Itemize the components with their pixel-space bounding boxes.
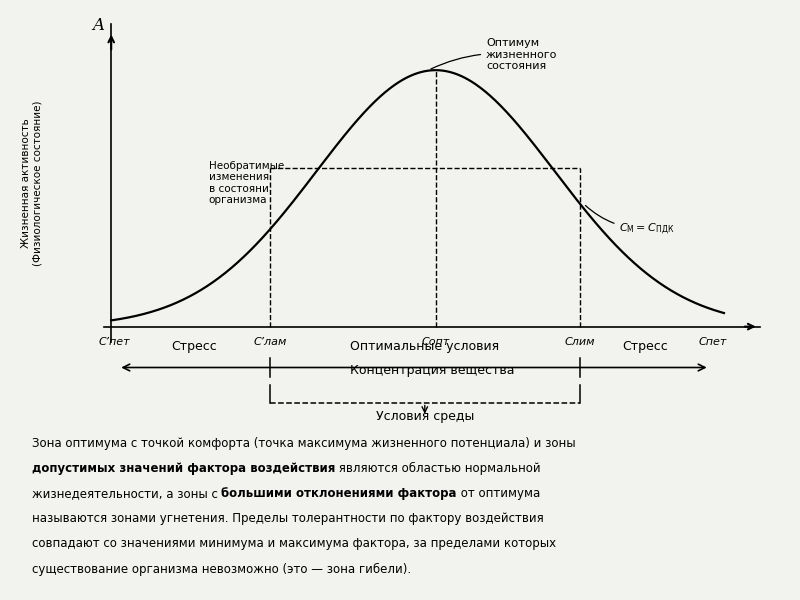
Text: являются областью нормальной: являются областью нормальной [335,462,541,475]
Text: Cлим: Cлим [565,337,595,347]
Text: A: A [92,17,104,34]
Text: Оптимальные условия: Оптимальные условия [350,340,499,353]
Text: Стресс: Стресс [171,340,217,353]
Text: существование организма невозможно (это — зона гибели).: существование организма невозможно (это … [31,562,410,575]
Text: совпадают со значениями минимума и максимума фактора, за пределами которых: совпадают со значениями минимума и макси… [31,538,556,550]
Text: C’лам: C’лам [253,337,286,347]
Text: Стресс: Стресс [622,340,667,353]
Text: Концентрация вещества: Концентрация вещества [350,364,514,377]
Text: Cопт: Cопт [422,337,450,347]
Text: Cпет: Cпет [699,337,727,347]
Text: C’пет: C’пет [99,337,130,347]
Text: большими отклонениями фактора: большими отклонениями фактора [221,487,457,500]
Text: Оптимум
жизненного
состояния: Оптимум жизненного состояния [431,38,558,71]
Text: допустимых значений фактора воздействия: допустимых значений фактора воздействия [31,462,335,475]
Text: $C_{\rm М}=C_{\rm ПДК}$: $C_{\rm М}=C_{\rm ПДК}$ [586,205,675,236]
Text: называются зонами угнетения. Пределы толерантности по фактору воздействия: называются зонами угнетения. Пределы тол… [31,512,543,525]
Text: Зона оптимума с точкой комфорта (точка максимума жизненного потенциала) и зоны: Зона оптимума с точкой комфорта (точка м… [31,437,575,450]
Text: Жизненная активность
(Физиологическое состояние): Жизненная активность (Физиологическое со… [21,100,42,266]
Text: Условия среды: Условия среды [376,410,474,423]
Text: жизнедеятельности, а зоны с: жизнедеятельности, а зоны с [31,487,221,500]
Text: Необратимые
изменения
в состояни
организма: Необратимые изменения в состояни организ… [209,161,284,205]
Text: от оптимума: от оптимума [457,487,540,500]
